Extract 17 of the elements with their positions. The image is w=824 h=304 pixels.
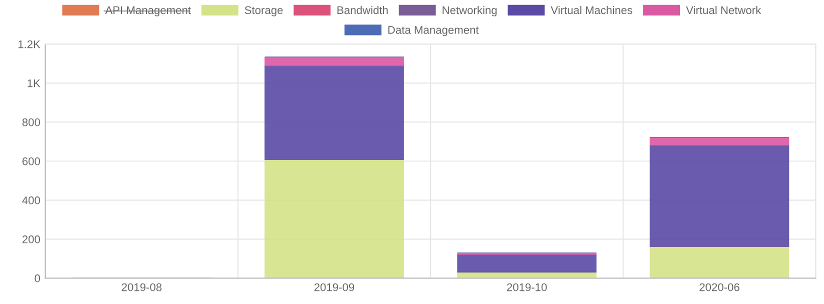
legend-label: Networking <box>442 6 497 16</box>
x-tick-label: 2019-09 <box>314 283 354 292</box>
x-tick-label: 2019-08 <box>122 283 162 292</box>
legend-label: Storage <box>244 6 283 16</box>
legend-label: Virtual Network <box>686 6 762 14</box>
y-tick-label: 1.2K <box>18 40 40 48</box>
y-tick-label: 600 <box>22 157 40 166</box>
legend-label: Data Management <box>388 26 479 36</box>
x-tick-label: 2019-10 <box>507 283 547 292</box>
y-tick-label: 800 <box>22 118 40 126</box>
y-tick-label: 0 <box>34 274 40 282</box>
y-tick-label: 200 <box>22 235 40 244</box>
x-tick-label: 2020-06 <box>700 283 740 292</box>
legend-label: Virtual Machines <box>550 6 632 14</box>
y-tick-label: 1K <box>28 79 40 88</box>
legend-label: Bandwidth <box>337 6 388 14</box>
y-tick-label: 400 <box>22 196 40 204</box>
